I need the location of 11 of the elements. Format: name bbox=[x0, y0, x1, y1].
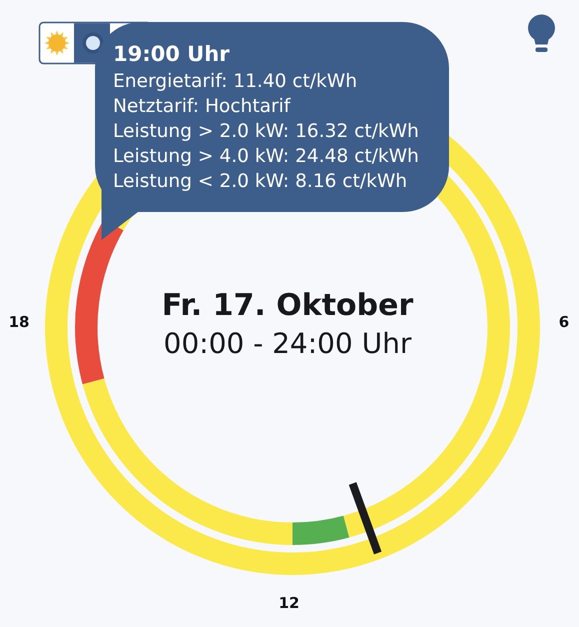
text: 19:00 Uhr bbox=[113, 42, 230, 66]
text: Leistung < 2.0 kW: 8.16 ct/kWh bbox=[113, 171, 408, 192]
text: Netztarif: Hochtarif bbox=[113, 96, 291, 117]
text: Fr. 17. Oktober bbox=[162, 288, 414, 323]
text: 00:00 - 24:00 Uhr bbox=[164, 327, 412, 360]
text: 6 bbox=[558, 313, 570, 331]
text: 12 bbox=[278, 594, 300, 612]
text: Energietarif: 11.40 ct/kWh bbox=[113, 71, 358, 92]
text: 18 bbox=[8, 313, 30, 331]
text: Leistung > 2.0 kW: 16.32 ct/kWh bbox=[113, 121, 419, 142]
text: Leistung > 4.0 kW: 24.48 ct/kWh bbox=[113, 146, 419, 167]
